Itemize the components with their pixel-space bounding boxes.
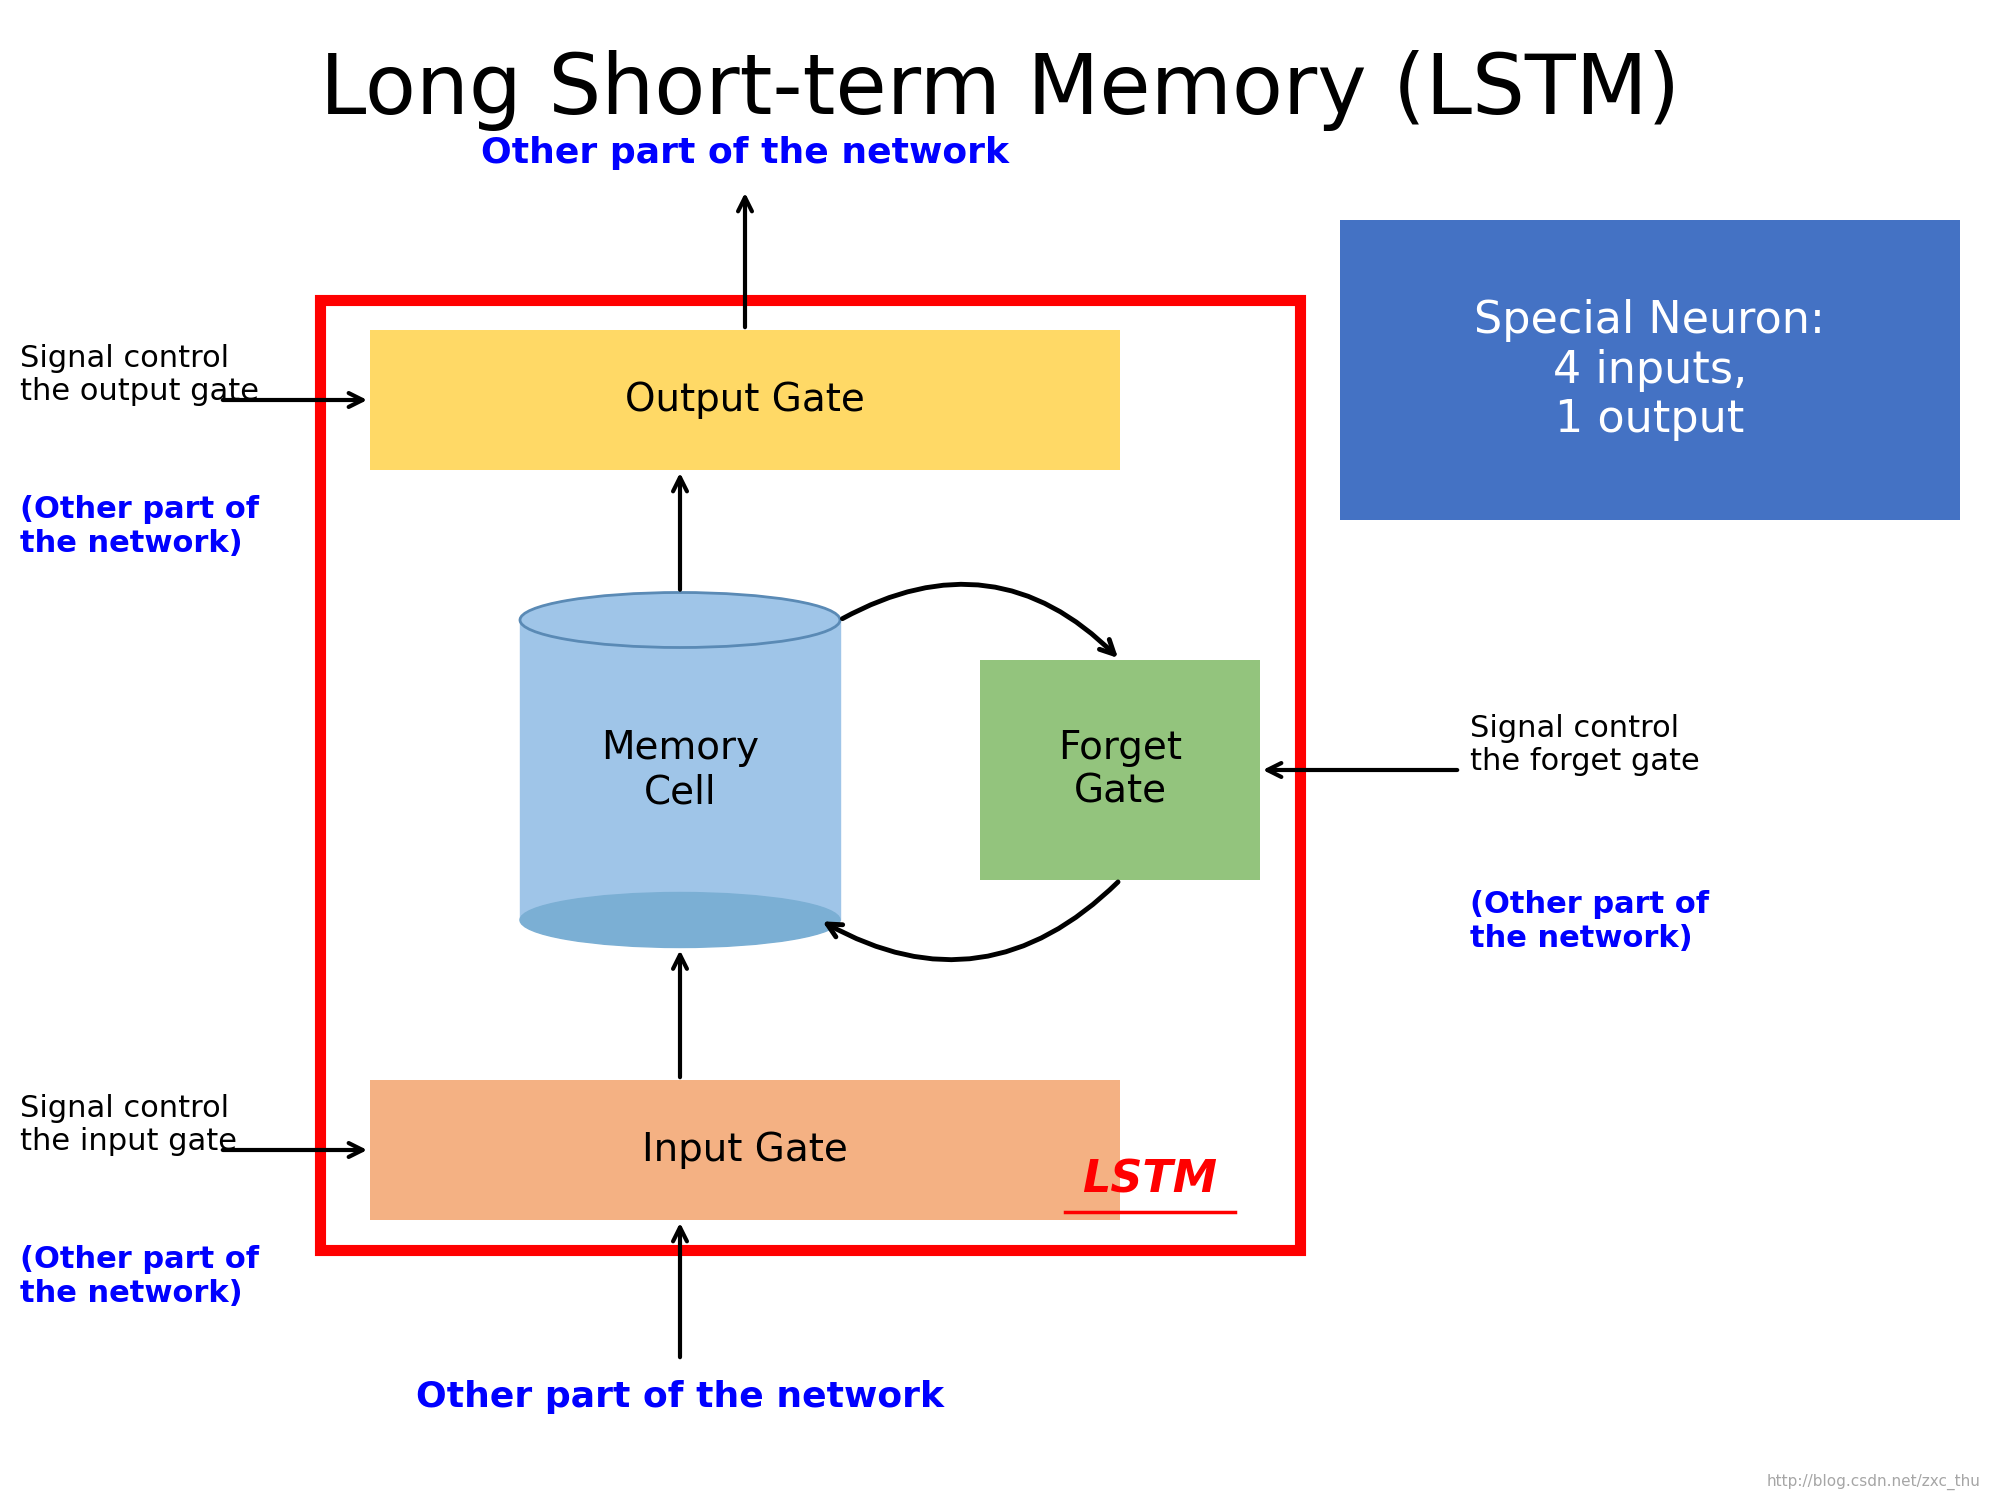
FancyBboxPatch shape bbox=[370, 1080, 1120, 1220]
Text: Forget
Gate: Forget Gate bbox=[1058, 729, 1182, 812]
Text: Memory
Cell: Memory Cell bbox=[600, 729, 760, 812]
Text: Input Gate: Input Gate bbox=[642, 1131, 848, 1168]
Text: (Other part of
the network): (Other part of the network) bbox=[20, 495, 260, 558]
Text: (Other part of
the network): (Other part of the network) bbox=[1470, 890, 1708, 952]
Text: Signal control
the input gate: Signal control the input gate bbox=[20, 1094, 238, 1156]
Text: Long Short-term Memory (LSTM): Long Short-term Memory (LSTM) bbox=[320, 50, 1680, 130]
Bar bbox=[520, 620, 840, 920]
Text: Output Gate: Output Gate bbox=[626, 381, 864, 419]
FancyBboxPatch shape bbox=[370, 330, 1120, 470]
FancyBboxPatch shape bbox=[980, 660, 1260, 880]
Text: Other part of the network: Other part of the network bbox=[480, 136, 1010, 170]
Ellipse shape bbox=[520, 892, 840, 948]
Text: Special Neuron:
4 inputs,
1 output: Special Neuron: 4 inputs, 1 output bbox=[1474, 298, 1826, 441]
Text: (Other part of
the network): (Other part of the network) bbox=[20, 1245, 260, 1308]
Text: Other part of the network: Other part of the network bbox=[416, 1380, 944, 1414]
Text: http://blog.csdn.net/zxc_thu: http://blog.csdn.net/zxc_thu bbox=[1766, 1474, 1980, 1490]
Text: Signal control
the output gate: Signal control the output gate bbox=[20, 344, 260, 406]
Text: Signal control
the forget gate: Signal control the forget gate bbox=[1470, 714, 1700, 777]
Text: LSTM: LSTM bbox=[1082, 1158, 1218, 1202]
FancyBboxPatch shape bbox=[1340, 220, 1960, 520]
Ellipse shape bbox=[520, 592, 840, 648]
